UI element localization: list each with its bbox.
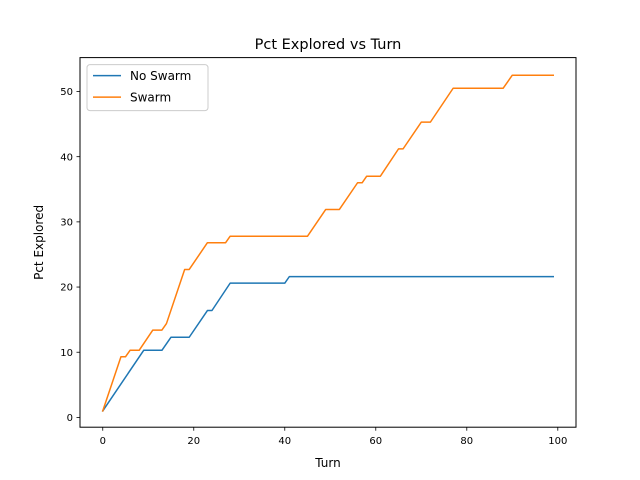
x-tick-label-0: 0: [100, 436, 106, 447]
x-tick-label-3: 60: [369, 436, 382, 447]
x-tick-label-1: 20: [187, 436, 200, 447]
series-line-0: [101, 275, 554, 412]
legend-label-0: No Swarm: [130, 69, 191, 83]
y-tick-label-4: 40: [60, 152, 73, 163]
y-tick-label-2: 20: [60, 283, 73, 294]
plot-frame: [79, 57, 577, 428]
y-axis-ticks: 0 10 20 30 40 50: [60, 87, 80, 424]
x-axis-label: Turn: [314, 456, 340, 470]
y-tick-label-5: 50: [60, 87, 73, 98]
y-tick-label-3: 30: [60, 217, 73, 228]
series-line-1: [101, 74, 554, 412]
chart-title: Pct Explored vs Turn: [255, 37, 402, 53]
x-tick-label-2: 40: [278, 436, 291, 447]
x-axis-ticks: 0 20 40 60 80 100: [100, 427, 567, 447]
x-tick-label-5: 100: [548, 436, 567, 447]
x-tick-label-4: 80: [460, 436, 473, 447]
legend-label-1: Swarm: [130, 90, 171, 104]
y-tick-label-0: 0: [67, 413, 73, 424]
legend: No Swarm Swarm: [86, 64, 209, 112]
plot-lines: [101, 74, 554, 412]
y-tick-label-1: 10: [60, 348, 73, 359]
y-axis-label: Pct Explored: [32, 205, 46, 280]
